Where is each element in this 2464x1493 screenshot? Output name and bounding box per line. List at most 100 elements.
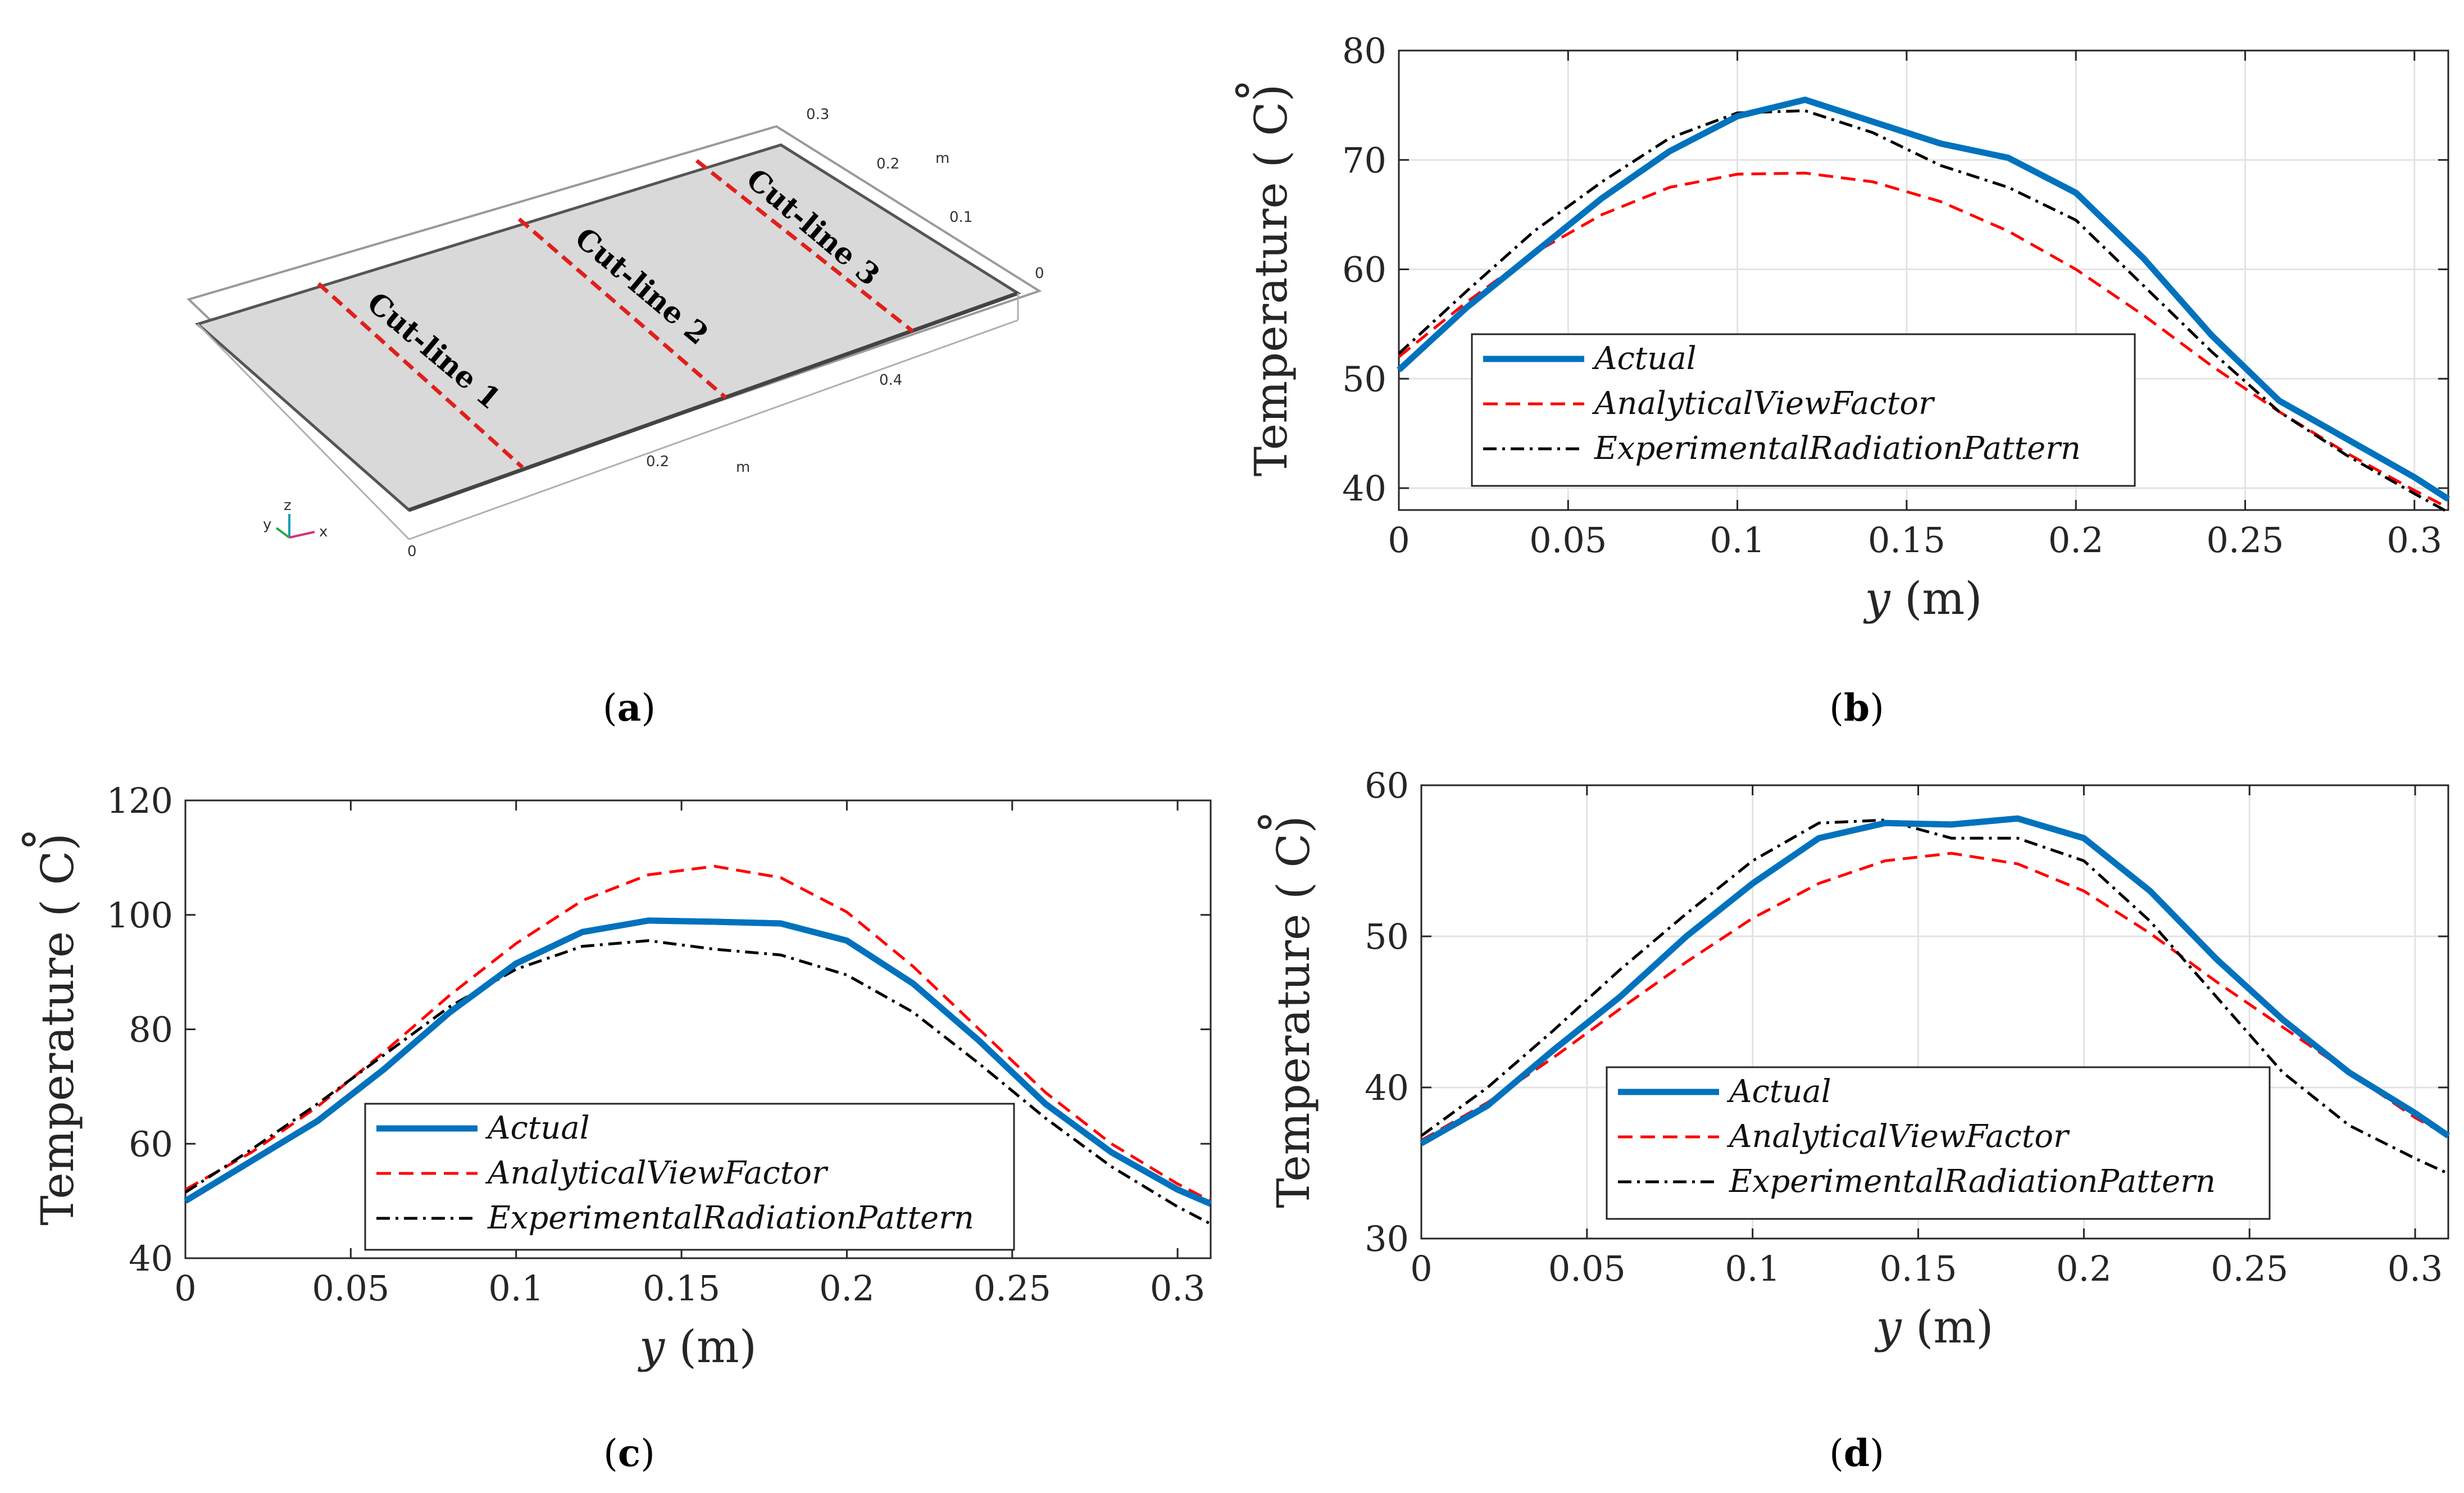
caption-d: (d): [1829, 1431, 1884, 1475]
x-tick-label: 0.05: [312, 1268, 389, 1309]
x-tick-label: 0: [1410, 1248, 1432, 1289]
y-axis-unit: ( C): [1245, 84, 1297, 168]
cut-line-3: [695, 159, 915, 333]
y-tick-label: 80: [1342, 30, 1386, 71]
x-unit: m: [736, 459, 750, 476]
x-tick-label: 0.3: [1150, 1268, 1206, 1309]
x-tick-label: 0.15: [1868, 520, 1945, 561]
y-tick-label: 60: [129, 1123, 173, 1164]
x-tick-label: 0: [1388, 520, 1410, 561]
y-axis-unit: ( C): [31, 833, 84, 917]
y-tick-label: 50: [1342, 358, 1386, 399]
legend-label-AnalyticalViewFactor: AnalyticalViewFactor: [485, 1155, 829, 1191]
y-axis-title: Temperature: [1267, 899, 1320, 1208]
x-tick-label: 0.25: [2206, 520, 2284, 561]
y-axis-unit: ( C): [1267, 816, 1320, 899]
x-axis-unit: (m): [679, 1321, 757, 1373]
y-tick-0: 0: [1035, 265, 1044, 282]
x-tick-0: 0: [407, 543, 417, 560]
x-axis-unit: (m): [1916, 1301, 1993, 1353]
y-axis-title: Temperature: [1245, 168, 1297, 477]
x-axis-label: y (m): [1863, 572, 1983, 625]
x-tick-label: 0.15: [1879, 1248, 1957, 1289]
y-tick-label: 120: [107, 780, 173, 821]
caption-a: (a): [603, 686, 656, 730]
chart-panel-b: 0 0.05 0.1 0.15 0.2 0.25 0.3 40 50 60 70 80 y (m) Tem…: [1227, 30, 2450, 730]
y-tick-label: 60: [1365, 765, 1409, 806]
cut-line-1: [317, 282, 524, 469]
series-line-actual-top: [1397, 97, 2450, 502]
y-axis-label: Temperature ( C): [1245, 84, 1297, 477]
series-line-ExperimentalRadiationPattern: [1398, 109, 2449, 514]
legend-label-ExperimentalRadiationPattern: ExperimentalRadiationPattern: [1729, 1163, 2216, 1200]
x-tick-label: 0.05: [1548, 1248, 1626, 1289]
legend-label-ExperimentalRadiationPattern: ExperimentalRadiationPattern: [487, 1200, 974, 1236]
y-axis-label: Temperature ( C): [1267, 816, 1320, 1208]
y-tick-label: 40: [129, 1238, 173, 1279]
y-tick-0.3: 0.3: [806, 106, 829, 123]
legend-label-AnalyticalViewFactor: AnalyticalViewFactor: [1726, 1118, 2070, 1155]
x-axis-var: y: [1875, 1301, 1916, 1353]
x-tick-label: 0.1: [1710, 520, 1765, 561]
x-axis-label: y (m): [1875, 1301, 1994, 1353]
x-tick-0.2: 0.2: [646, 453, 669, 470]
x-axis-var: y: [1863, 572, 1905, 625]
svg-text:x: x: [319, 524, 328, 540]
legend-label-AnalyticalViewFactor: AnalyticalViewFactor: [1592, 385, 1935, 422]
x-tick-label: 0.15: [643, 1268, 720, 1309]
x-tick-label: 0.05: [1529, 520, 1607, 561]
cut-line-2: [517, 217, 728, 399]
series-line-AnalyticalViewFactor: [1420, 852, 2449, 1142]
x-tick-label: 0.1: [488, 1268, 544, 1309]
x-tick-label: 0.2: [2056, 1248, 2112, 1289]
axes-box: [1420, 784, 2449, 1240]
x-tick-0.4: 0.4: [879, 372, 902, 389]
y-tick-label: 60: [1342, 249, 1386, 290]
y-tick-label: 40: [1365, 1067, 1409, 1108]
x-tick-label: 0.25: [2211, 1248, 2288, 1289]
axis-triad-icon: y z x: [263, 497, 328, 540]
caption-b: (b): [1829, 686, 1884, 730]
svg-text:y: y: [263, 516, 271, 533]
series-line-ExperimentalRadiationPattern: [1420, 818, 2449, 1175]
bbox-front-bottom: [408, 319, 1019, 540]
y-tick-label: 100: [107, 895, 173, 936]
y-axis-degree: °: [13, 829, 66, 851]
chart-panel-c: 0 0.05 0.1 0.15 0.2 0.25 0.3 40 60 80 100 120 y (m) T…: [13, 780, 1212, 1475]
legend-label-Actual: Actual: [1592, 340, 1697, 377]
x-tick-label: 0: [174, 1268, 196, 1309]
y-axis-degree: °: [1249, 811, 1302, 834]
y-tick-label: 40: [1342, 468, 1386, 509]
y-tick-label: 80: [129, 1009, 173, 1050]
y-tick-label: 70: [1342, 140, 1386, 181]
x-tick-label: 0.2: [2048, 520, 2104, 561]
series-line-ExperimentalRadiationPattern: [184, 939, 1212, 1226]
legend-label-Actual: Actual: [1726, 1073, 1831, 1110]
y-tick-label: 50: [1365, 916, 1409, 957]
x-tick-label: 0.1: [1725, 1248, 1780, 1289]
chart-panel-d: 0 0.05 0.1 0.15 0.2 0.25 0.3 30 40 50 60 y (m) Tempe…: [1249, 765, 2451, 1475]
y-tick-0.2: 0.2: [876, 156, 899, 172]
y-axis-label: Temperature ( C): [31, 833, 84, 1226]
axes-box: [1398, 49, 2449, 511]
y-axis-title: Temperature: [31, 917, 84, 1226]
y-unit: m: [935, 150, 949, 167]
y-axis-degree: °: [1227, 79, 1279, 102]
x-axis-label: y (m): [638, 1321, 757, 1373]
y-tick-label: 30: [1365, 1218, 1409, 1259]
series-line-actual-top: [1420, 815, 2451, 1146]
legend-label-Actual: Actual: [485, 1110, 590, 1146]
x-tick-label: 0.2: [819, 1268, 875, 1309]
plate-front-edge: [408, 291, 1019, 512]
x-axis-var: y: [638, 1321, 679, 1373]
x-axis-unit: (m): [1904, 572, 1982, 625]
svg-text:z: z: [284, 497, 292, 514]
bbox-left-drop: [197, 323, 410, 540]
x-tick-label: 0.25: [974, 1268, 1051, 1309]
x-tick-label: 0.3: [2388, 1248, 2443, 1289]
legend-label-ExperimentalRadiationPattern: ExperimentalRadiationPattern: [1594, 430, 2081, 467]
panel-a: Cut-line 1 Cut-line 2 Cut-line 3 0 0.2 0…: [187, 106, 1044, 730]
series-line-actual-top: [184, 917, 1212, 1207]
caption-c: (c): [603, 1431, 655, 1475]
